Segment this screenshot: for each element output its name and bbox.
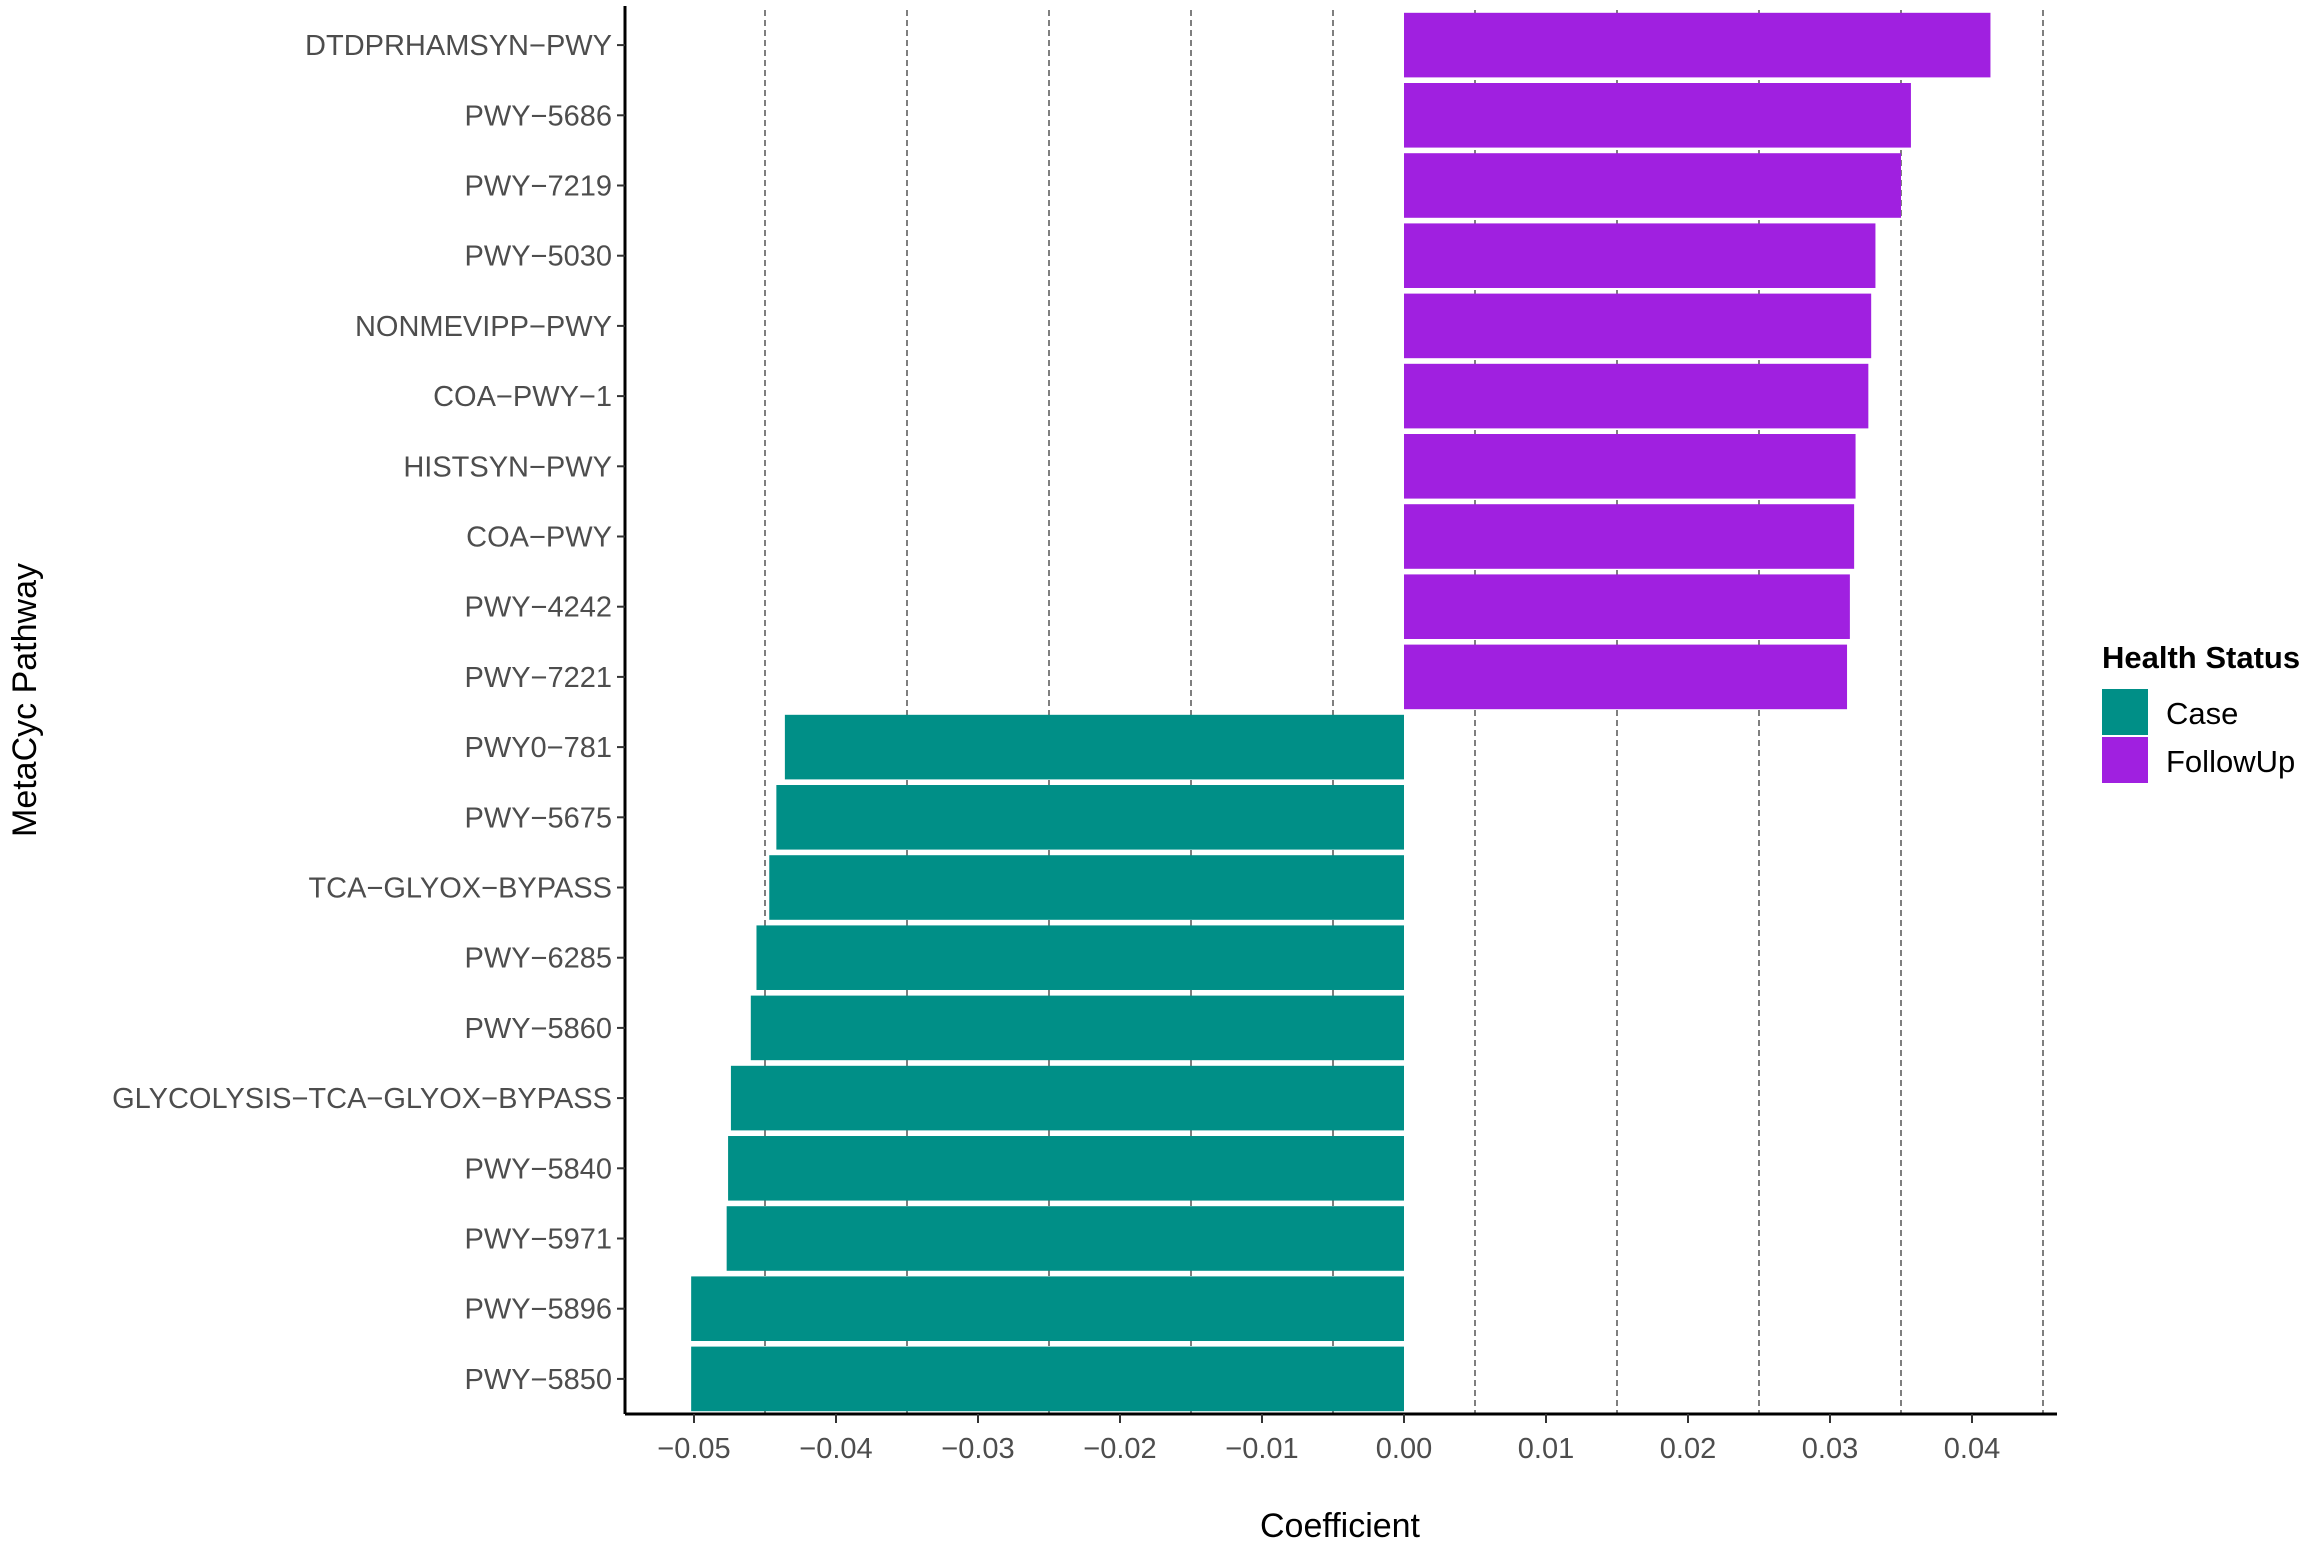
bar-16 xyxy=(728,1136,1404,1201)
y-tick-label-1: PWY−5686 xyxy=(464,100,612,132)
x-tick-label-7: 0.02 xyxy=(1660,1433,1716,1465)
axes xyxy=(623,6,2057,1416)
y-tick-label-3: PWY−5030 xyxy=(464,241,612,273)
bars xyxy=(691,12,1991,1412)
bar-15 xyxy=(730,1065,1404,1131)
bar-14 xyxy=(750,995,1404,1061)
bar-0 xyxy=(1404,12,1991,78)
bar-8 xyxy=(1404,574,1850,639)
x-tick-label-3: −0.02 xyxy=(1083,1433,1156,1465)
bar-6 xyxy=(1404,434,1856,499)
gridlines xyxy=(764,10,2044,1414)
legend-swatch-case xyxy=(2102,689,2148,735)
legend: Health Status Case FollowUp xyxy=(2102,640,2300,783)
y-tick-label-8: PWY−4242 xyxy=(464,592,612,624)
y-tick-label-16: PWY−5840 xyxy=(464,1153,612,1185)
bar-9 xyxy=(1404,644,1848,710)
bar-2 xyxy=(1404,153,1901,218)
x-tick-label-4: −0.01 xyxy=(1225,1433,1298,1465)
y-tick-label-5: COA−PWY−1 xyxy=(433,381,612,413)
legend-label-followup: FollowUp xyxy=(2166,744,2295,779)
y-tick-label-10: PWY0−781 xyxy=(464,732,612,764)
x-tick-label-2: −0.03 xyxy=(941,1433,1014,1465)
legend-label-case: Case xyxy=(2166,696,2238,731)
y-tick-label-18: PWY−5896 xyxy=(464,1294,612,1326)
bar-4 xyxy=(1404,293,1872,359)
x-tick-label-8: 0.03 xyxy=(1802,1433,1858,1465)
y-tick-label-0: DTDPRHAMSYN−PWY xyxy=(305,30,612,62)
bar-19 xyxy=(691,1346,1404,1412)
x-tick-label-5: 0.00 xyxy=(1376,1433,1432,1465)
y-tick-label-7: COA−PWY xyxy=(466,522,612,554)
bar-1 xyxy=(1404,83,1911,148)
y-tick-label-13: PWY−6285 xyxy=(464,943,612,975)
x-tick-label-1: −0.04 xyxy=(799,1433,872,1465)
y-tick-label-11: PWY−5675 xyxy=(464,802,612,834)
y-tick-label-14: PWY−5860 xyxy=(464,1013,612,1045)
x-axis-ticks: −0.05 −0.04 −0.03 −0.02 −0.01 0.00 0.01 0.02 0.0… xyxy=(657,1414,2000,1465)
bar-13 xyxy=(756,925,1404,990)
bar-12 xyxy=(769,855,1404,920)
bar-7 xyxy=(1404,504,1855,569)
x-tick-label-6: 0.01 xyxy=(1518,1433,1574,1465)
y-tick-label-2: PWY−7219 xyxy=(464,171,612,203)
y-tick-label-4: NONMEVIPP−PWY xyxy=(355,311,612,343)
legend-title: Health Status xyxy=(2102,640,2300,675)
bar-10 xyxy=(784,714,1404,780)
legend-swatch-followup xyxy=(2102,737,2148,783)
y-tick-label-6: HISTSYN−PWY xyxy=(403,451,612,483)
y-tick-label-12: TCA−GLYOX−BYPASS xyxy=(308,873,612,905)
bar-11 xyxy=(776,785,1404,850)
x-axis-title: Coefficient xyxy=(1260,1507,1421,1544)
bar-5 xyxy=(1404,363,1869,429)
bar-3 xyxy=(1404,223,1876,288)
y-axis-ticks: DTDPRHAMSYN−PWY PWY−5686 PWY−7219 PWY−5030 N… xyxy=(112,30,625,1396)
x-tick-label-9: 0.04 xyxy=(1944,1433,2000,1465)
y-tick-label-19: PWY−5850 xyxy=(464,1364,612,1396)
bar-18 xyxy=(691,1276,1404,1341)
y-tick-label-17: PWY−5971 xyxy=(464,1224,612,1256)
x-tick-label-0: −0.05 xyxy=(657,1433,730,1465)
y-tick-label-15: GLYCOLYSIS−TCA−GLYOX−BYPASS xyxy=(112,1083,612,1115)
bar-17 xyxy=(726,1206,1404,1271)
y-axis-title: MetaCyc Pathway xyxy=(6,563,44,837)
y-tick-label-9: PWY−7221 xyxy=(464,662,612,694)
